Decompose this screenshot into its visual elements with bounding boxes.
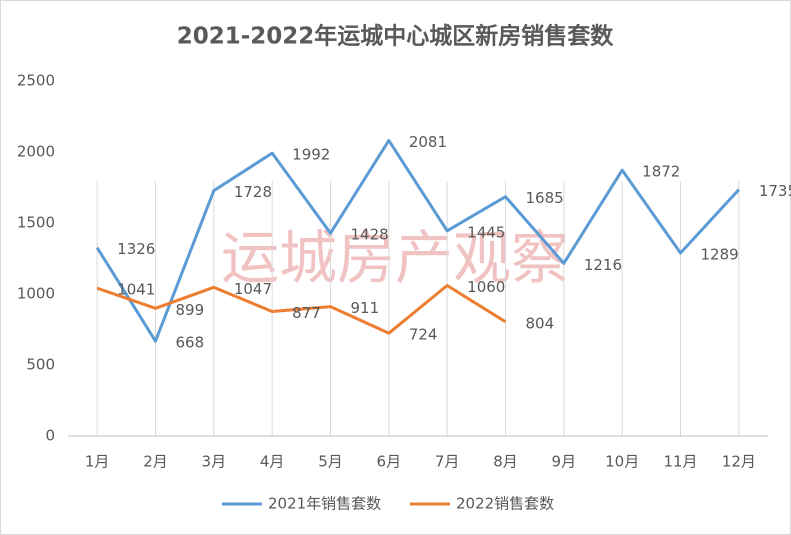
data-label: 1326 <box>117 240 155 258</box>
y-tick-label: 500 <box>26 356 55 374</box>
y-tick-label: 0 <box>45 427 55 445</box>
x-tick-label: 8月 <box>493 453 518 471</box>
legend-label: 2022销售套数 <box>456 495 554 513</box>
data-label: 1728 <box>234 183 272 201</box>
x-tick-label: 12月 <box>722 453 756 471</box>
x-tick-label: 11月 <box>663 453 697 471</box>
x-tick-label: 2月 <box>143 453 168 471</box>
data-label: 1289 <box>701 245 739 263</box>
data-label: 668 <box>176 334 205 352</box>
y-tick-label: 2000 <box>17 143 55 161</box>
data-label: 1872 <box>642 163 680 181</box>
data-label: 1992 <box>292 146 330 164</box>
y-tick-label: 1000 <box>17 285 55 303</box>
data-label: 1216 <box>584 256 622 274</box>
data-label: 804 <box>526 314 555 332</box>
x-tick-label: 9月 <box>552 453 577 471</box>
x-tick-label: 6月 <box>377 453 402 471</box>
watermark: 运城房产观察 <box>221 224 569 292</box>
data-label: 911 <box>351 299 380 317</box>
y-tick-label: 1500 <box>17 214 55 232</box>
data-label: 1685 <box>526 189 564 207</box>
data-label: 877 <box>292 304 321 322</box>
legend-label: 2021年销售套数 <box>268 495 381 513</box>
data-label: 899 <box>176 301 205 319</box>
data-label: 1047 <box>234 280 272 298</box>
y-tick-label: 2500 <box>17 72 55 90</box>
x-tick-label: 3月 <box>202 453 227 471</box>
data-label: 1060 <box>467 278 505 296</box>
chart-title: 2021-2022年运城中心城区新房销售套数 <box>177 23 615 50</box>
series-line <box>95 138 740 343</box>
x-tick-label: 1月 <box>85 453 110 471</box>
data-label: 1041 <box>117 281 155 299</box>
x-tick-label: 4月 <box>260 453 285 471</box>
series-line <box>96 283 507 335</box>
data-label: 1445 <box>467 223 505 241</box>
data-label: 1735 <box>759 182 791 200</box>
x-tick-label: 10月 <box>605 453 639 471</box>
data-label: 2081 <box>409 133 447 151</box>
data-label: 724 <box>409 326 438 344</box>
x-tick-label: 5月 <box>318 453 343 471</box>
x-tick-label: 7月 <box>435 453 460 471</box>
data-label: 1428 <box>351 226 389 244</box>
